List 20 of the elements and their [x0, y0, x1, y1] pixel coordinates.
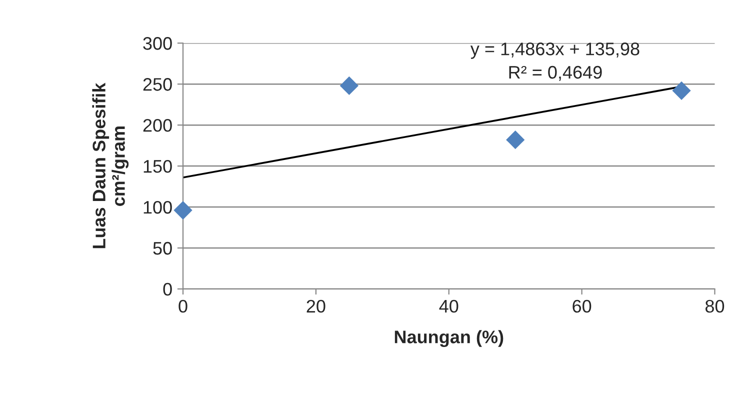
annotation: R² = 0,4649	[509, 66, 602, 81]
point	[506, 130, 525, 150]
x-tick-label: 0	[178, 300, 188, 313]
y-tick-label: 200	[143, 119, 172, 132]
point	[174, 200, 192, 220]
point	[340, 76, 358, 96]
y-axis-title: Luas Daun Spesifik cm²/gram	[92, 82, 129, 248]
y-tick-label: 50	[153, 242, 172, 255]
x-tick-label: 60	[572, 300, 592, 313]
x-tick-label: 80	[705, 300, 724, 313]
x-tick-label: 20	[306, 300, 326, 313]
y-tick-label: 250	[143, 78, 172, 91]
annotation: y = 1,4863x + 135,98	[470, 42, 640, 59]
x-tick-label: 40	[439, 300, 458, 313]
y-tick-label: 0	[163, 282, 172, 296]
point	[672, 81, 691, 100]
y-tick-label: 150	[144, 160, 172, 173]
x-axis-title: Naungan (%)	[394, 330, 504, 347]
y-tick-label: 100	[144, 200, 172, 214]
y-tick-label: 300	[143, 37, 172, 50]
